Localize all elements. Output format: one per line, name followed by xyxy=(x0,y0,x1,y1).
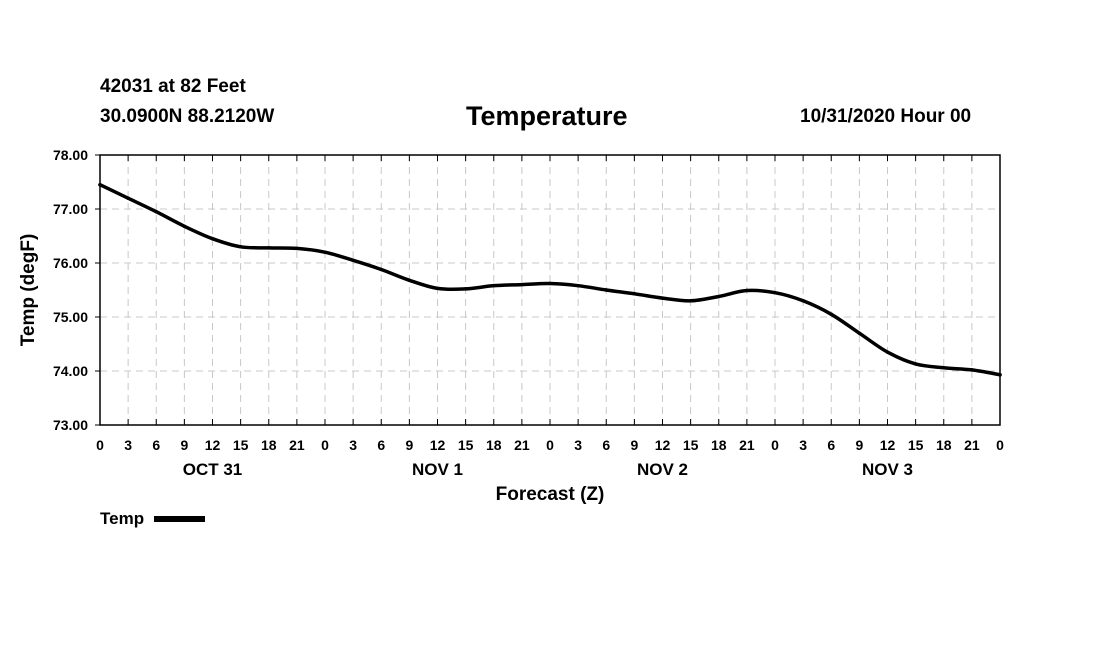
x-tick-label: 21 xyxy=(289,437,305,453)
x-tick-label: 15 xyxy=(458,437,474,453)
temp-data-point xyxy=(548,281,552,286)
temp-data-point xyxy=(857,331,862,335)
x-tick-label: 18 xyxy=(936,437,952,453)
temp-data-point xyxy=(576,283,580,288)
temp-data-point xyxy=(182,224,187,229)
temp-data-point xyxy=(295,246,299,251)
chart-title: Temperature xyxy=(466,101,628,131)
temp-data-point xyxy=(998,373,1002,377)
x-tick-label: 15 xyxy=(908,437,924,453)
temp-data-point xyxy=(463,287,468,291)
temp-data-point xyxy=(267,246,271,250)
axis-tick-labels: 0 3 6 9 12 15 18 21 0 3 6 9 12 15 18 21 0 3 6 9 12 15 18 21 0 3 6 9… xyxy=(53,147,1004,479)
forecast-date-label: 10/31/2020 Hour 00 xyxy=(800,106,972,127)
temp-data-point xyxy=(520,282,524,287)
temp-data-point xyxy=(407,278,412,283)
temp-data-point xyxy=(492,283,496,288)
legend-swatch-temp xyxy=(154,516,206,522)
x-tick-label: 15 xyxy=(233,437,249,453)
x-tick-label: 3 xyxy=(124,437,132,453)
grid-lines xyxy=(100,155,1000,425)
x-tick-label: 18 xyxy=(711,437,727,453)
x-tick-label: 18 xyxy=(486,437,502,453)
temp-data-point xyxy=(238,245,243,249)
temp-data-point xyxy=(773,290,777,295)
x-axis-title: Forecast (Z) xyxy=(496,484,605,505)
x-tick-label: 15 xyxy=(683,437,699,453)
x-tick-label: 12 xyxy=(880,437,896,453)
temp-data-point xyxy=(98,182,102,187)
day-label: NOV 1 xyxy=(412,460,463,479)
station-coordinates-label: 30.0900N 88.2120W xyxy=(100,106,275,127)
x-tick-label: 0 xyxy=(546,437,554,453)
x-tick-label: 6 xyxy=(602,437,610,453)
x-tick-label: 3 xyxy=(349,437,357,453)
x-tick-label: 9 xyxy=(630,437,638,453)
y-tick-label: 77.00 xyxy=(53,201,88,217)
x-tick-label: 0 xyxy=(321,437,329,453)
temp-data-point xyxy=(717,294,721,299)
x-tick-label: 6 xyxy=(377,437,385,453)
temp-data-point xyxy=(126,196,130,200)
temp-data-point xyxy=(745,288,749,293)
x-tick-label: 12 xyxy=(205,437,221,453)
temp-data-point xyxy=(379,267,383,272)
x-tick-label: 21 xyxy=(739,437,755,453)
temp-data-point xyxy=(435,286,440,291)
x-tick-label: 0 xyxy=(96,437,104,453)
temp-data-point xyxy=(660,296,665,300)
y-tick-label: 73.00 xyxy=(53,417,88,433)
temp-series-points xyxy=(98,182,1002,377)
day-label: NOV 3 xyxy=(862,460,913,479)
x-tick-label: 9 xyxy=(405,437,413,453)
y-tick-label: 75.00 xyxy=(53,309,88,325)
station-id-label: 42031 at 82 Feet xyxy=(100,76,246,97)
axis-ticks xyxy=(95,154,1001,426)
x-tick-label: 6 xyxy=(827,437,835,453)
temp-data-point xyxy=(632,292,637,296)
y-axis-title: Temp (degF) xyxy=(18,234,39,347)
temp-data-point xyxy=(323,250,327,254)
legend-label-temp: Temp xyxy=(100,509,145,528)
x-tick-label: 0 xyxy=(771,437,779,453)
temp-data-point xyxy=(154,209,158,214)
temp-data-point xyxy=(801,299,805,303)
temp-data-point xyxy=(885,350,890,354)
x-tick-label: 9 xyxy=(855,437,863,453)
x-tick-label: 12 xyxy=(430,437,446,453)
x-tick-label: 6 xyxy=(152,437,160,453)
x-tick-label: 12 xyxy=(655,437,671,453)
x-tick-label: 18 xyxy=(261,437,277,453)
x-tick-label: 3 xyxy=(574,437,582,453)
x-tick-label: 3 xyxy=(799,437,807,453)
x-tick-label: 0 xyxy=(996,437,1004,453)
temp-data-point xyxy=(942,366,946,370)
chart-legend: Temp xyxy=(100,509,206,529)
day-label: NOV 2 xyxy=(637,460,688,479)
x-tick-label: 21 xyxy=(514,437,530,453)
temp-data-point xyxy=(970,368,974,372)
temp-data-point xyxy=(688,299,693,303)
day-label: OCT 31 xyxy=(183,460,243,479)
x-tick-label: 21 xyxy=(964,437,980,453)
temp-data-point xyxy=(829,312,833,317)
y-tick-label: 74.00 xyxy=(53,363,88,379)
temp-data-point xyxy=(913,362,918,366)
y-tick-label: 78.00 xyxy=(53,147,88,163)
x-tick-label: 9 xyxy=(180,437,188,453)
y-tick-label: 76.00 xyxy=(53,255,88,271)
temp-data-point xyxy=(351,258,355,263)
temp-data-point xyxy=(604,288,608,292)
temp-data-point xyxy=(210,236,215,241)
